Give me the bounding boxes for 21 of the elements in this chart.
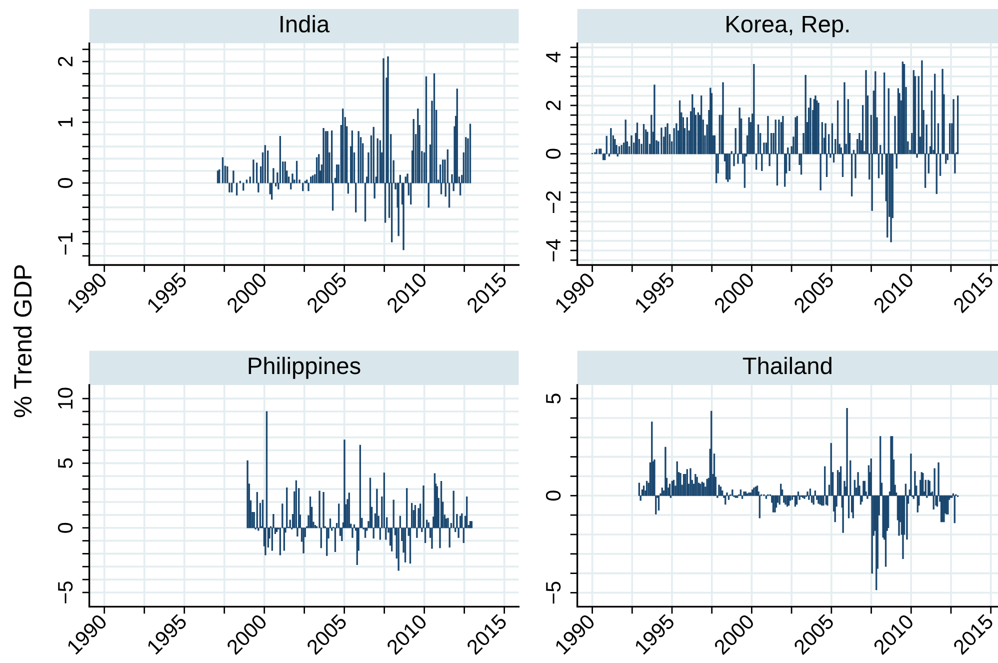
y-tick-label: 5 [546, 394, 561, 404]
y-tick-label: 10 [58, 388, 73, 409]
y-tick-label: −4 [546, 239, 560, 262]
y-tick-label: 0 [58, 178, 73, 188]
y-tick-label: 4 [546, 52, 560, 62]
y-tick-label: 2 [546, 100, 560, 110]
y-tick-label: 2 [58, 56, 72, 66]
y-axis-title: % Trend GDP [13, 265, 32, 418]
y-tick-label: −2 [546, 191, 560, 213]
chart-title: Thailand [742, 356, 832, 374]
chart-title: India [280, 15, 330, 32]
y-tick-label: 0 [546, 148, 561, 159]
y-tick-label: 0 [58, 522, 73, 533]
y-tick-label: 1 [58, 117, 72, 126]
chart-title: Korea, Rep. [726, 16, 848, 38]
y-tick-label: −5 [546, 582, 561, 604]
y-tick-label: −5 [58, 581, 73, 604]
y-tick-label: 0 [546, 490, 561, 501]
y-tick-label: 5 [58, 458, 73, 468]
chart-title: Philippines [248, 356, 360, 379]
y-tick-label: −1 [58, 232, 72, 255]
